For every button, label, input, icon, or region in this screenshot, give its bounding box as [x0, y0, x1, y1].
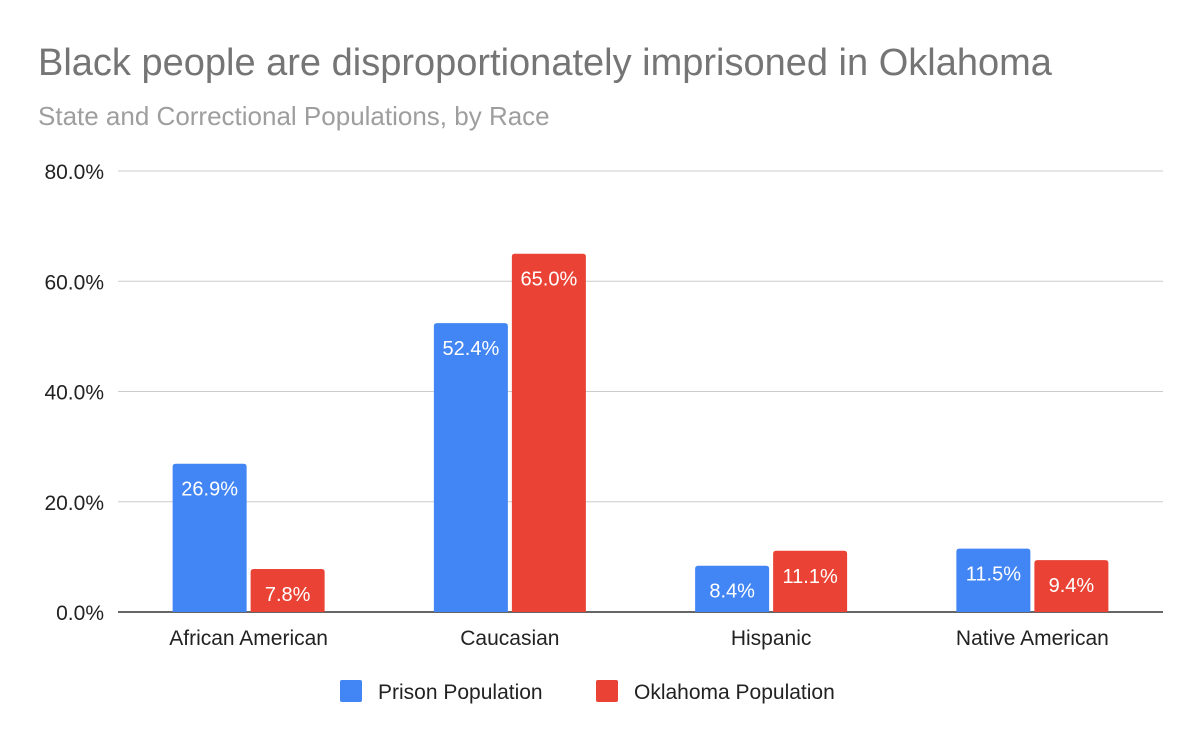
data-label: 11.1% [783, 566, 838, 588]
data-label: 7.8% [265, 584, 311, 606]
x-tick-label: African American [169, 627, 328, 650]
legend-label: Oklahoma Population [634, 681, 835, 704]
gridlines [118, 170, 1163, 613]
data-label: 8.4% [709, 581, 755, 603]
x-tick-label: Caucasian [460, 627, 559, 650]
y-tick-label: 20.0% [44, 492, 104, 515]
bar-prison-population-caucasian [433, 323, 508, 612]
bar-oklahoma-population-native-american [1034, 560, 1109, 612]
data-label: 65.0% [521, 269, 578, 291]
y-tick-label: 80.0% [44, 161, 104, 184]
data-label: 9.4% [1049, 575, 1095, 597]
data-label: 11.5% [966, 564, 1021, 586]
bar-oklahoma-population-caucasian [511, 253, 586, 612]
y-tick-label: 60.0% [44, 271, 104, 294]
x-axis-ticks: African American Caucasian Hispanic Native … [169, 627, 1109, 650]
y-axis-ticks: 0.0% 20.0% 40.0% 60.0% 80.0% [44, 161, 104, 625]
bar-oklahoma-population-african-american [250, 569, 325, 612]
y-tick-label: 0.0% [56, 602, 104, 625]
legend-label: Prison Population [378, 681, 543, 704]
data-label: 26.9% [181, 479, 238, 501]
bar-oklahoma-population-hispanic [773, 550, 848, 612]
data-labels: 26.9% 7.8% 52.4% 65.0% 8.4% 11.1% 11.5% 9.4% [181, 269, 1094, 606]
chart-title: Black people are disproportionately impr… [38, 42, 1053, 84]
x-tick-label: Native American [956, 627, 1109, 650]
legend-swatch [596, 680, 618, 702]
legend: Prison Population Oklahoma Population [340, 680, 835, 704]
bars [172, 253, 1109, 612]
x-tick-label: Hispanic [731, 627, 812, 650]
bar-prison-population-native-american [956, 548, 1031, 612]
bar-prison-population-african-american [172, 463, 247, 612]
bar-prison-population-hispanic [695, 565, 770, 612]
data-label: 52.4% [443, 338, 500, 360]
chart-subtitle: State and Correctional Populations, by R… [38, 101, 550, 131]
y-tick-label: 40.0% [44, 382, 104, 405]
legend-swatch [340, 680, 362, 702]
